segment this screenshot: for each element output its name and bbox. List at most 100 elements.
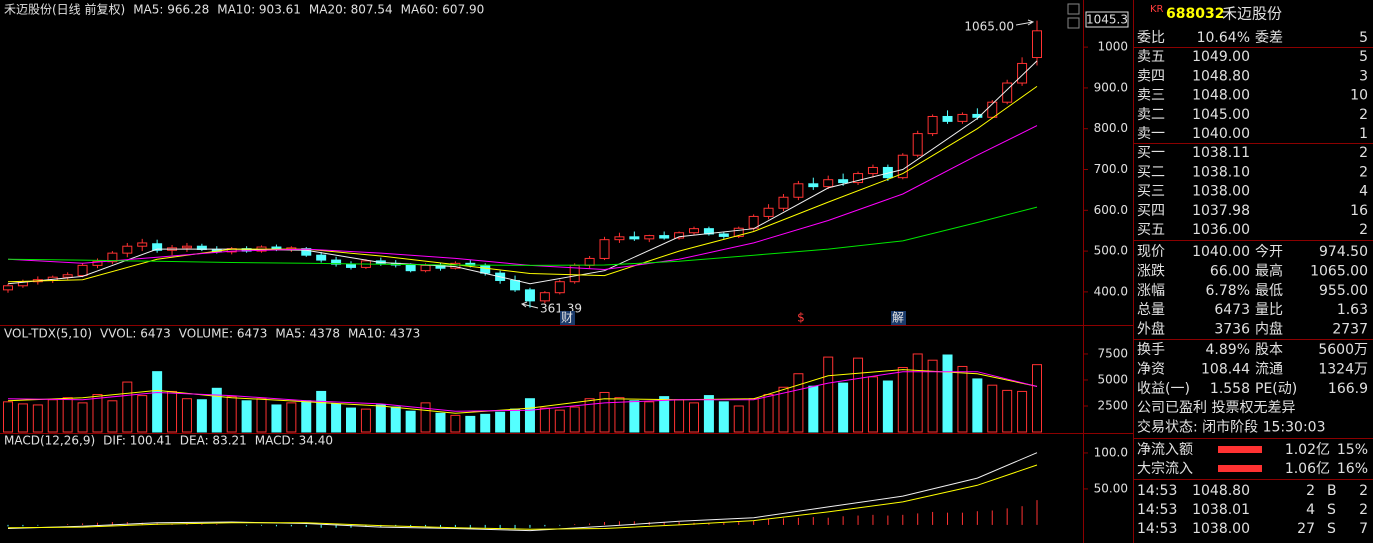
book-cell: 1038.11: [1192, 145, 1250, 161]
book-cell: 1037.98: [1192, 203, 1250, 219]
book-cell: 1049.00: [1192, 49, 1250, 65]
volume-bar: [47, 399, 58, 433]
book-cell: 卖二: [1137, 107, 1165, 123]
book-cell: 委差: [1255, 30, 1283, 46]
candle-body: [107, 252, 118, 263]
stats-cell: 2737: [1332, 322, 1368, 338]
legend-entry: MA20: 807.54: [309, 3, 393, 17]
book-cell: 5: [1359, 49, 1368, 65]
y-tick-label: 7500: [1097, 346, 1128, 360]
candle-body: [778, 196, 789, 209]
y-tick-label: 400.0: [1094, 284, 1128, 298]
candle-body: [674, 232, 685, 239]
volume-bar: [867, 376, 878, 433]
candle-body: [1002, 82, 1013, 103]
y-tick-label: 900.0: [1094, 80, 1128, 94]
volume-bar: [241, 400, 252, 433]
ma-line: [7, 369, 1038, 414]
book-cell: 1: [1359, 126, 1368, 142]
trades-cell: 7: [1359, 521, 1368, 537]
window-button[interactable]: [1067, 3, 1080, 15]
info-cell: 4.89%: [1206, 342, 1250, 358]
candle-body: [957, 113, 968, 122]
candle-body: [867, 166, 878, 175]
book-cell: 3: [1359, 68, 1368, 84]
volume-bar: [524, 398, 535, 433]
book-cell: 1048.00: [1192, 88, 1250, 104]
info-cell: PE(动): [1255, 381, 1297, 397]
volume-bar: [539, 407, 550, 433]
volume-bar: [271, 404, 282, 433]
stats-cell: 1.63: [1337, 302, 1368, 318]
candle-body: [853, 173, 864, 184]
info-cell: 股本: [1255, 342, 1283, 358]
volume-bar: [360, 408, 371, 433]
book-cell: 卖一: [1137, 126, 1165, 142]
y-tick-label: 600.0: [1094, 203, 1128, 217]
candle-body: [823, 179, 834, 188]
event-marker[interactable]: 财: [561, 311, 573, 325]
candle-body: [122, 245, 133, 254]
volume-bar: [301, 400, 312, 433]
book-cell: 16: [1350, 203, 1368, 219]
book-cell: 2: [1359, 222, 1368, 238]
volume-bar: [331, 403, 342, 433]
volume-bar: [346, 407, 356, 433]
volume-bar: [420, 402, 431, 433]
candle-body: [972, 113, 983, 118]
candle-body: [912, 133, 923, 156]
window-button[interactable]: [1067, 17, 1080, 29]
candle-body: [405, 264, 416, 272]
flow-cell: 16%: [1337, 461, 1368, 477]
volume-bar: [62, 397, 73, 433]
volume-bar: [763, 394, 774, 433]
volume-bar: [808, 385, 819, 433]
volume-bar: [599, 391, 610, 433]
volume-bar: [838, 382, 849, 433]
info-cell: 5600万: [1318, 342, 1368, 358]
volume-bar: [137, 395, 148, 433]
info-cell: 166.9: [1328, 381, 1368, 397]
panel-header: VOL-TDX(5,10): [4, 327, 92, 341]
volume-bar: [1017, 390, 1028, 433]
legend-entry: MA5: 966.28: [133, 3, 209, 17]
y-tick-label: 100.0: [1094, 445, 1128, 459]
volume-bar: [554, 409, 565, 433]
candle-body: [77, 264, 88, 277]
candle-body: [629, 236, 640, 240]
trades-cell: 14:53: [1137, 521, 1177, 537]
volume-bar: [927, 359, 938, 433]
stock-code: 688032: [1166, 6, 1224, 22]
trades-cell: 4: [1306, 502, 1315, 518]
event-marker[interactable]: $: [797, 311, 805, 325]
trades-cell: 1038.01: [1192, 502, 1250, 518]
quote-panel: KR 688032 禾迈股份 委比 10.64% 委差 5 卖五 1049.00 5 卖四 10…: [1137, 4, 1368, 537]
candle-body: [644, 235, 655, 240]
stats-cell: 955.00: [1319, 283, 1368, 299]
event-marker[interactable]: 解: [892, 311, 904, 325]
book-cell: 1038.10: [1192, 164, 1250, 180]
book-cell: 5: [1359, 30, 1368, 46]
candle-body: [599, 239, 610, 259]
candle-body: [659, 235, 670, 239]
volume-bar: [823, 356, 834, 433]
ma-line: [7, 371, 1038, 412]
info-cell: 1324万: [1318, 361, 1368, 377]
volume-bar: [181, 398, 192, 433]
stats-cell: 外盘: [1137, 321, 1165, 338]
candle-body: [152, 243, 163, 251]
volume-bar: [584, 398, 595, 433]
candle-body: [689, 228, 699, 234]
candle-body: [1017, 62, 1028, 84]
volume-bar: [793, 373, 804, 433]
book-cell: 买五: [1137, 222, 1165, 238]
high-label: 1065.00: [964, 20, 1014, 34]
ma-line: [7, 452, 1038, 532]
book-cell: 买三: [1137, 184, 1165, 200]
stats-cell: 内盘: [1255, 321, 1283, 338]
candle-body: [62, 274, 73, 278]
candle-body: [539, 292, 550, 302]
book-cell: 买四: [1137, 203, 1165, 219]
trades-cell: 2: [1359, 483, 1368, 499]
